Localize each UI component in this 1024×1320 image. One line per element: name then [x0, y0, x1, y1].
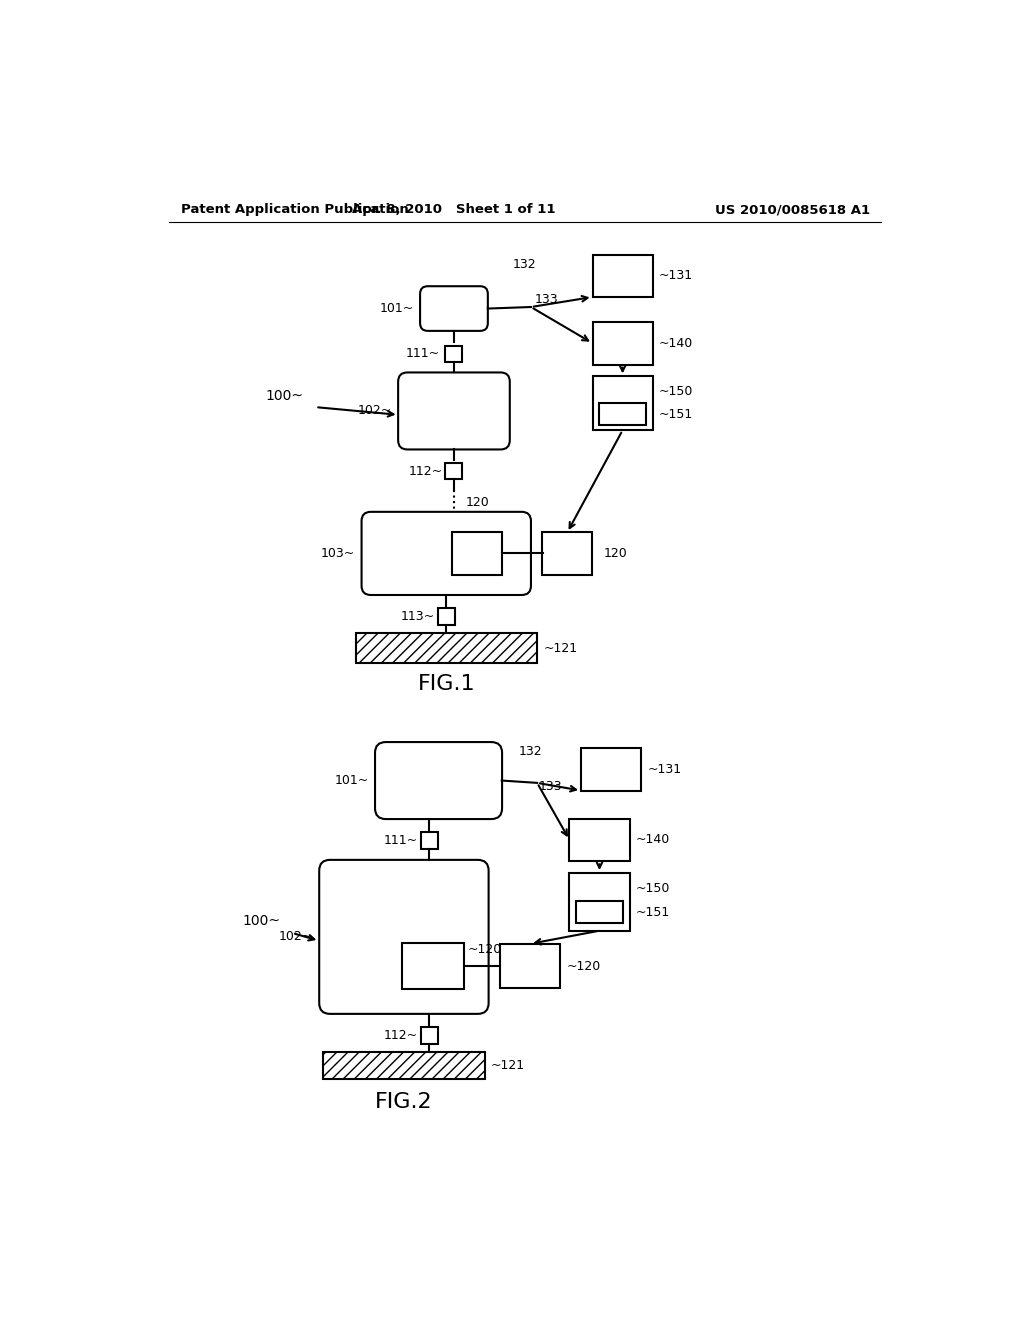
Text: ~121: ~121: [490, 1059, 525, 1072]
Text: 102~: 102~: [358, 404, 392, 417]
Bar: [356, 634, 538, 663]
Text: Apr. 8, 2010   Sheet 1 of 11: Apr. 8, 2010 Sheet 1 of 11: [352, 203, 556, 216]
Text: ~120: ~120: [566, 960, 601, 973]
Text: 112~: 112~: [409, 465, 442, 478]
Text: ~120: ~120: [468, 942, 502, 956]
Text: Patent Application Publication: Patent Application Publication: [180, 203, 409, 216]
FancyBboxPatch shape: [375, 742, 502, 818]
Bar: [402, 942, 464, 989]
Text: 101~: 101~: [335, 774, 370, 787]
Bar: [452, 532, 502, 574]
Bar: [542, 532, 592, 574]
FancyBboxPatch shape: [319, 859, 488, 1014]
Bar: [421, 1027, 438, 1044]
Text: FIG.1: FIG.1: [418, 675, 475, 694]
Bar: [569, 818, 630, 862]
Text: 132: 132: [513, 259, 537, 271]
Bar: [593, 322, 652, 364]
Text: 102~: 102~: [279, 931, 313, 944]
Text: ~150: ~150: [636, 882, 670, 895]
Text: 103~: 103~: [322, 546, 355, 560]
Text: ~150: ~150: [658, 385, 693, 399]
Text: ~151: ~151: [658, 408, 693, 421]
Text: 120: 120: [604, 546, 628, 560]
Bar: [569, 873, 630, 931]
Bar: [581, 748, 641, 791]
Text: 111~: 111~: [384, 834, 418, 847]
Text: ~140: ~140: [636, 833, 670, 846]
Text: 101~: 101~: [380, 302, 414, 315]
Bar: [599, 404, 646, 425]
Text: 100~: 100~: [266, 388, 304, 403]
Text: ~131: ~131: [658, 269, 693, 282]
Text: 133: 133: [535, 293, 558, 306]
Text: US 2010/0085618 A1: US 2010/0085618 A1: [715, 203, 869, 216]
FancyBboxPatch shape: [420, 286, 487, 331]
Bar: [438, 609, 455, 626]
FancyBboxPatch shape: [361, 512, 531, 595]
Text: 133: 133: [539, 780, 562, 793]
Text: ~151: ~151: [636, 906, 670, 919]
Bar: [593, 376, 652, 430]
Text: 112~: 112~: [384, 1028, 418, 1041]
Bar: [593, 255, 652, 297]
Bar: [323, 1052, 484, 1080]
Text: 120: 120: [465, 496, 488, 510]
Text: ~131: ~131: [647, 763, 681, 776]
Bar: [500, 944, 560, 989]
Text: 111~: 111~: [406, 347, 439, 360]
Bar: [445, 346, 463, 363]
Text: ~140: ~140: [658, 337, 693, 350]
Bar: [421, 832, 438, 849]
Text: FIG.2: FIG.2: [375, 1093, 433, 1113]
Bar: [445, 462, 463, 479]
Text: 132: 132: [519, 744, 543, 758]
Bar: [575, 902, 624, 923]
FancyBboxPatch shape: [398, 372, 510, 449]
Text: 113~: 113~: [400, 610, 435, 623]
Text: 100~: 100~: [243, 915, 281, 928]
Text: ~121: ~121: [544, 642, 578, 655]
